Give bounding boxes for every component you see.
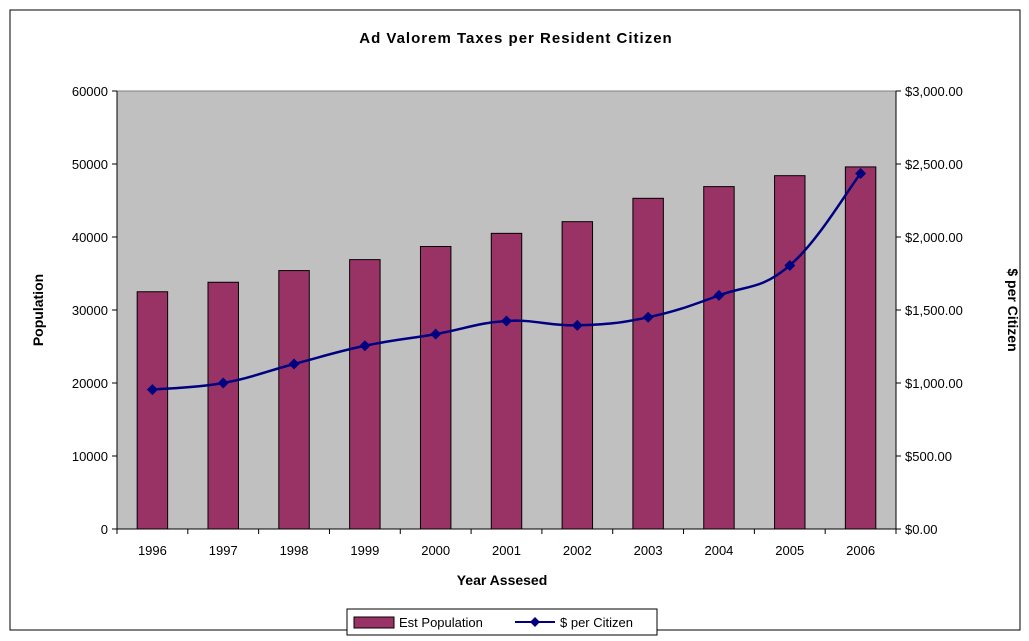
y-axis-title: Population bbox=[30, 274, 46, 346]
point-per-citizen-2003 bbox=[642, 311, 654, 323]
x-tick-label: 2003 bbox=[634, 543, 663, 558]
legend-swatch-est-population bbox=[353, 616, 395, 629]
x-tick-label: 2000 bbox=[421, 543, 450, 558]
chart-title: Ad Valorem Taxes per Resident Citizen bbox=[359, 30, 672, 47]
y2-tick-label: $0.00 bbox=[905, 522, 938, 537]
y2-axis-title: $ per Citizen bbox=[1005, 268, 1021, 351]
y2-tick-label: $3,000.00 bbox=[905, 84, 963, 99]
bar-est-population-1999 bbox=[349, 259, 381, 530]
y-tick-label: 30000 bbox=[72, 303, 108, 318]
point-per-citizen-1997 bbox=[217, 377, 229, 389]
x-tick-label: 2004 bbox=[704, 543, 733, 558]
point-per-citizen-1999 bbox=[359, 340, 371, 352]
point-per-citizen-2000 bbox=[430, 328, 442, 340]
axes-layer: 0 10000 20000 30000 40000 50000 60000 $0.00 $500… bbox=[72, 84, 963, 558]
x-tick-label: 1998 bbox=[280, 543, 309, 558]
y-tick-label: 50000 bbox=[72, 157, 108, 172]
legend: Est Population $ per Citizen bbox=[346, 608, 658, 636]
bar-est-population-2006 bbox=[844, 166, 877, 530]
bar-est-population-2003 bbox=[632, 197, 664, 530]
point-per-citizen-2005 bbox=[784, 259, 796, 271]
line-layer bbox=[146, 167, 867, 396]
bar-est-population-1998 bbox=[278, 270, 310, 530]
x-tick-label: 1999 bbox=[350, 543, 379, 558]
legend-marker-per-citizen bbox=[530, 617, 540, 627]
y-tick-label: 0 bbox=[101, 522, 108, 537]
bar-est-population-2004 bbox=[703, 186, 735, 530]
point-per-citizen-1998 bbox=[288, 358, 300, 370]
point-per-citizen-2002 bbox=[571, 319, 583, 331]
bar-est-population-2002 bbox=[561, 221, 594, 530]
legend-box bbox=[346, 608, 658, 636]
y2-tick-label: $1,500.00 bbox=[905, 303, 963, 318]
bar-est-population-1997 bbox=[207, 281, 239, 530]
x-tick-label: 1997 bbox=[209, 543, 238, 558]
y-tick-label: 40000 bbox=[72, 230, 108, 245]
y2-tick-label: $500.00 bbox=[905, 449, 952, 464]
y-tick-label: 10000 bbox=[72, 449, 108, 464]
point-per-citizen-1996 bbox=[146, 384, 158, 396]
legend-label-est-population: Est Population bbox=[399, 615, 483, 630]
y2-tick-label: $1,000.00 bbox=[905, 376, 963, 391]
x-tick-label: 2006 bbox=[846, 543, 875, 558]
y-tick-label: 60000 bbox=[72, 84, 108, 99]
x-tick-label: 1996 bbox=[138, 543, 167, 558]
x-tick-label: 2005 bbox=[775, 543, 804, 558]
x-axis-title: Year Assesed bbox=[457, 572, 548, 588]
point-per-citizen-2004 bbox=[713, 289, 725, 301]
bar-est-population-1996 bbox=[136, 291, 169, 530]
x-tick-label: 2001 bbox=[492, 543, 521, 558]
bar-est-population-2000 bbox=[419, 245, 452, 530]
y-tick-label: 20000 bbox=[72, 376, 108, 391]
bar-est-population-2001 bbox=[490, 232, 523, 530]
legend-label-per-citizen: $ per Citizen bbox=[560, 615, 633, 630]
bars-layer bbox=[136, 166, 877, 530]
bar-est-population-2005 bbox=[774, 175, 806, 530]
y2-tick-label: $2,000.00 bbox=[905, 230, 963, 245]
x-tick-label: 2002 bbox=[563, 543, 592, 558]
y2-tick-label: $2,500.00 bbox=[905, 157, 963, 172]
point-per-citizen-2006 bbox=[855, 167, 867, 179]
point-per-citizen-2001 bbox=[501, 315, 512, 327]
